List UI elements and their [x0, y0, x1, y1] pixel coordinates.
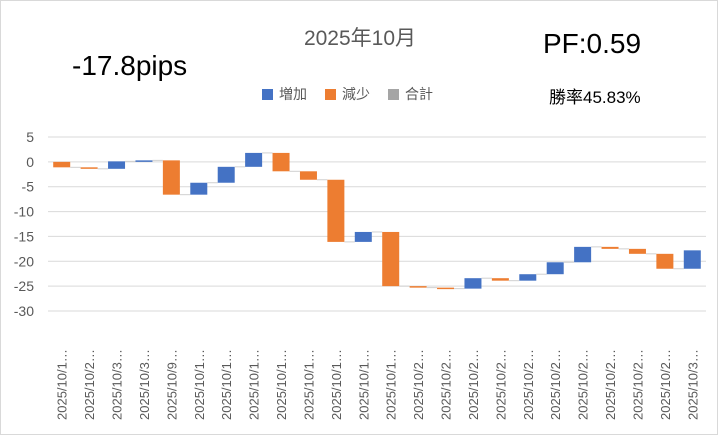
x-tick-label: 2025/10/2… [82, 349, 97, 420]
x-tick-label: 2025/10/2… [630, 349, 645, 420]
total-pips: -17.8pips [72, 50, 188, 81]
legend-label: 減少 [342, 86, 370, 102]
y-tick-label: -30 [14, 303, 34, 319]
decrease-bar [656, 253, 674, 269]
increase-bar [546, 262, 564, 275]
win-rate: 勝率45.83% [549, 88, 641, 107]
decrease-bar [80, 167, 98, 169]
legend-swatch-total [388, 88, 399, 100]
x-tick-label: 2025/10/2… [466, 349, 481, 420]
decrease-bar [272, 152, 290, 172]
increase-bar [135, 160, 153, 162]
decrease-bar [53, 161, 71, 168]
increase-bar [464, 278, 482, 289]
legend-label: 合計 [405, 86, 433, 102]
decrease-bar [601, 246, 619, 249]
x-tick-label: 2025/10/1… [329, 349, 344, 420]
increase-bar [245, 152, 263, 167]
x-tick-label: 2025/10/2… [493, 349, 508, 420]
increase-bar [683, 250, 701, 269]
decrease-bar [162, 160, 180, 195]
x-tick-label: 2025/10/1… [384, 349, 399, 420]
increase-bar [519, 274, 537, 281]
x-tick-label: 2025/10/3… [137, 349, 152, 420]
decrease-bar [327, 179, 345, 242]
x-tick-label: 2025/10/2… [411, 349, 426, 420]
profit-factor: PF:0.59 [543, 28, 642, 59]
increase-bar [190, 182, 208, 195]
x-tick-label: 2025/10/2… [576, 349, 591, 420]
decrease-bar [299, 171, 317, 180]
legend-decrease: 減少 [325, 84, 370, 104]
x-tick-label: 2025/10/1… [55, 349, 70, 420]
y-tick-label: -20 [14, 253, 34, 269]
decrease-bar [491, 278, 509, 281]
increase-bar [217, 166, 235, 183]
x-tick-label: 2025/10/9… [164, 349, 179, 420]
y-tick-label: -25 [14, 278, 34, 294]
x-tick-label: 2025/10/3… [685, 349, 700, 420]
increase-bar [574, 246, 592, 263]
x-tick-label: 2025/10/1… [219, 349, 234, 420]
legend-swatch-decrease [325, 88, 336, 100]
increase-bar [108, 161, 126, 169]
decrease-bar [409, 286, 427, 288]
x-tick-label: 2025/10/2… [521, 349, 536, 420]
x-tick-label: 2025/10/2… [603, 349, 618, 420]
x-tick-label: 2025/10/1… [301, 349, 316, 420]
y-tick-label: -5 [22, 179, 35, 195]
legend: 増加 減少 合計 [262, 84, 433, 104]
x-tick-label: 2025/10/3… [110, 349, 125, 420]
x-tick-label: 2025/10/1… [192, 349, 207, 420]
y-tick-label: 5 [26, 129, 34, 145]
legend-increase: 増加 [262, 84, 307, 104]
legend-label: 増加 [279, 86, 307, 102]
x-tick-label: 2025/10/2… [658, 349, 673, 420]
decrease-bar [437, 287, 455, 290]
y-tick-label: 0 [26, 154, 34, 170]
x-tick-label: 2025/10/2… [548, 349, 563, 420]
x-tick-label: 2025/10/1… [247, 349, 262, 420]
x-tick-label: 2025/10/1… [356, 349, 371, 420]
decrease-bar [628, 248, 646, 254]
y-tick-label: -15 [14, 228, 34, 244]
chart-title: 2025年10月 [303, 27, 417, 50]
y-tick-label: -10 [14, 204, 34, 220]
x-tick-label: 2025/10/2… [439, 349, 454, 420]
decrease-bar [382, 231, 400, 287]
increase-bar [354, 231, 372, 242]
legend-swatch-increase [262, 88, 273, 100]
x-tick-label: 2025/10/1… [274, 349, 289, 420]
legend-total: 合計 [388, 84, 433, 104]
